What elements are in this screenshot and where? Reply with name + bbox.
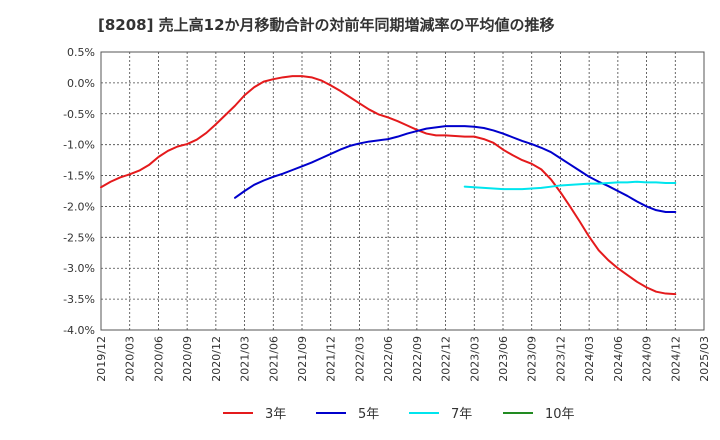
legend: 3年 5年 7年 10年 (223, 407, 575, 422)
x-tick-label: 2022/09 (411, 336, 424, 382)
x-axis-tick-labels: 2019/12 2020/03 2020/06 2020/09 2020/12 2021/… (95, 336, 711, 382)
legend-label: 7年 (451, 407, 472, 422)
x-tick-label: 2024/12 (669, 336, 682, 382)
y-tick-label: 0.0% (67, 77, 95, 90)
x-tick-label: 2019/12 (95, 336, 108, 382)
y-tick-label: -1.5% (63, 170, 95, 183)
legend-label: 10年 (545, 407, 575, 422)
x-tick-label: 2023/12 (554, 336, 567, 382)
horizontal-gridlines (101, 82, 704, 300)
series-line-0 (100, 75, 677, 296)
y-tick-label: 0.5% (67, 46, 95, 59)
x-tick-label: 2021/03 (239, 336, 252, 382)
x-tick-label: 2020/12 (210, 336, 223, 382)
x-tick-label: 2024/03 (583, 336, 596, 382)
x-tick-label: 2025/03 (698, 336, 711, 382)
x-tick-label: 2024/06 (612, 336, 625, 382)
chart-title: [8208] 売上高12か月移動合計の対前年同期増減率の平均値の推移 (98, 16, 555, 34)
x-tick-label: 2023/09 (526, 336, 539, 382)
legend-label: 3年 (265, 407, 286, 422)
x-tick-label: 2021/12 (325, 336, 338, 382)
x-tick-label: 2021/09 (296, 336, 309, 382)
series-lines (100, 75, 677, 296)
y-tick-label: -4.0% (63, 324, 95, 337)
x-tick-label: 2024/09 (641, 336, 654, 382)
series-line-2 (463, 180, 677, 191)
y-axis-tick-labels: 0.5% 0.0% -0.5% -1.0% -1.5% -2.0% -2.5% -3.0% -3… (63, 46, 95, 337)
x-tick-label: 2023/03 (468, 336, 481, 382)
y-tick-label: -0.5% (63, 108, 95, 121)
x-tick-label: 2020/06 (152, 336, 165, 382)
plot-frame (100, 51, 705, 331)
y-tick-label: -2.5% (63, 231, 95, 244)
x-tick-label: 2022/03 (353, 336, 366, 382)
x-tick-label: 2021/06 (267, 336, 280, 382)
y-tick-label: -1.0% (63, 139, 95, 152)
y-tick-label: -3.0% (63, 262, 95, 275)
plot-background (101, 52, 704, 330)
y-tick-label: -2.0% (63, 200, 95, 213)
x-tick-label: 2020/03 (124, 336, 137, 382)
x-tick-label: 2022/12 (440, 336, 453, 382)
y-tick-label: -3.5% (63, 293, 95, 306)
x-tick-label: 2022/06 (382, 336, 395, 382)
x-tick-label: 2023/06 (497, 336, 510, 382)
legend-label: 5年 (358, 407, 379, 422)
x-tick-label: 2020/09 (181, 336, 194, 382)
